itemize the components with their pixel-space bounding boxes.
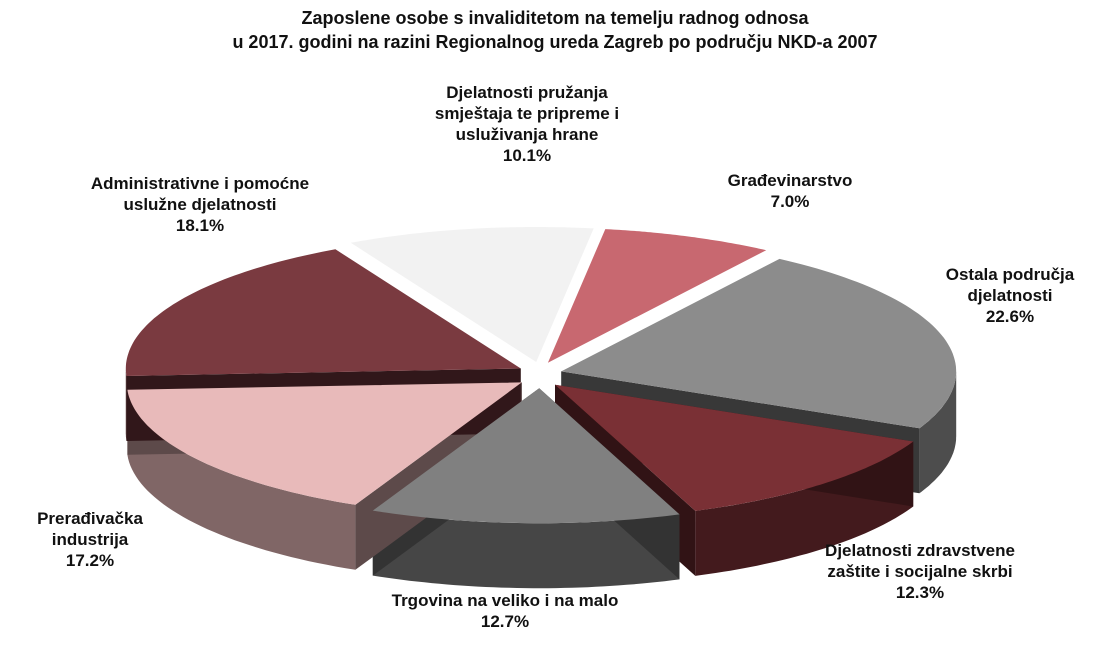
- value-label: 7.0%: [770, 192, 810, 211]
- slice: [127, 382, 522, 505]
- slice: [555, 384, 914, 511]
- value-label: 22.6%: [985, 307, 1035, 326]
- slice-label: Prerađivačka industrija 17.2%: [0, 508, 180, 571]
- category-label: Građevinarstvo: [727, 171, 853, 190]
- chart-title: u 2017. godini na razini Regionalnog ure…: [232, 32, 878, 52]
- slice: [372, 388, 680, 524]
- category-label: Djelatnosti pružanja smještaja te pripre…: [434, 83, 620, 144]
- slice-side: [127, 389, 356, 570]
- value-label: 12.7%: [480, 612, 530, 631]
- slice: [547, 229, 767, 363]
- value-label: 12.3%: [895, 583, 945, 602]
- slice-side: [125, 368, 127, 441]
- slice-label: Administrativne i pomoćne uslužne djelat…: [85, 173, 315, 236]
- slice-side: [919, 371, 957, 494]
- value-label: 18.1%: [175, 216, 225, 235]
- slice-label: Građevinarstvo 7.0%: [700, 170, 880, 212]
- slice: [350, 227, 594, 362]
- slice-label: Djelatnosti zdravstvene zaštite i socija…: [815, 540, 1025, 603]
- slice-label: Trgovina na veliko i na malo 12.7%: [390, 590, 620, 632]
- value-label: 17.2%: [65, 551, 115, 570]
- category-label: Trgovina na veliko i na malo: [391, 591, 619, 610]
- category-label: Ostala područja djelatnosti: [945, 265, 1075, 305]
- slice: [125, 249, 521, 376]
- category-label: Administrativne i pomoćne uslužne djelat…: [90, 174, 310, 214]
- category-label: Prerađivačka industrija: [37, 509, 143, 549]
- chart-title: Zaposlene osobe s invaliditetom na temel…: [301, 8, 809, 28]
- slice-side: [372, 510, 680, 589]
- slice: [561, 258, 957, 429]
- slice-label: Djelatnosti pružanja smještaja te pripre…: [412, 82, 642, 166]
- category-label: Djelatnosti zdravstvene zaštite i socija…: [825, 541, 1015, 581]
- slice-label: Ostala područja djelatnosti 22.6%: [940, 264, 1080, 327]
- value-label: 10.1%: [502, 146, 552, 165]
